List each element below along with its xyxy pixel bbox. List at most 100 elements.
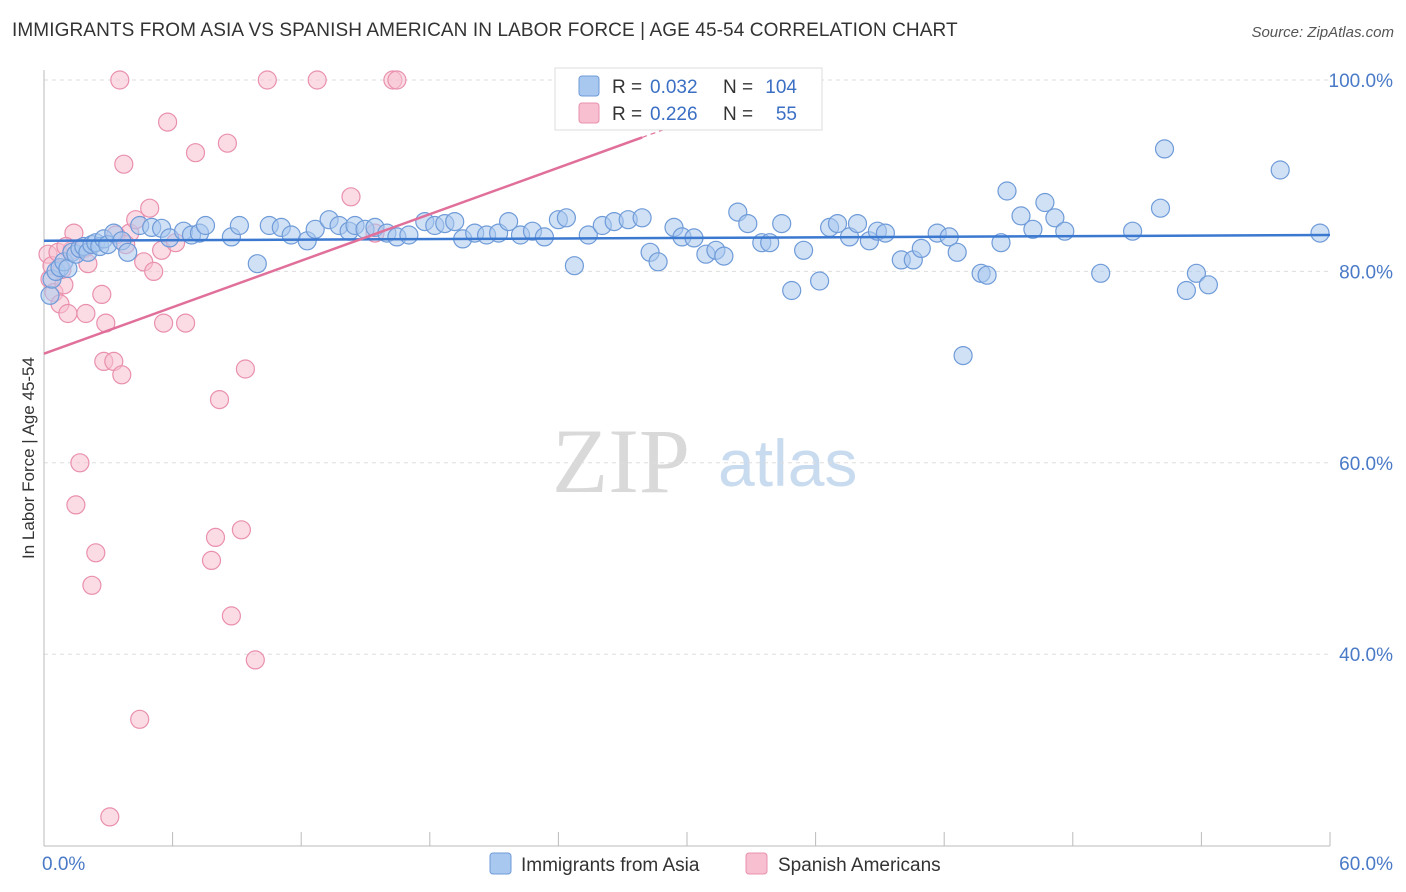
- immigrants-from-asia-point: [632, 208, 652, 228]
- legend-n-value-blue: 104: [765, 77, 797, 98]
- immigrants-from-asia-point: [827, 214, 848, 234]
- immigrants-from-asia-point: [556, 208, 577, 228]
- spanish-americans-point: [144, 261, 164, 281]
- x-tick-label-min: 0.0%: [42, 854, 85, 875]
- immigrants-from-asia-point: [997, 181, 1017, 201]
- immigrants-from-asia-point: [648, 252, 668, 272]
- spanish-americans-point: [114, 154, 134, 174]
- legend-n-value-pink: 55: [776, 104, 797, 125]
- spanish-americans-point: [201, 550, 222, 571]
- immigrants-from-asia-point: [305, 219, 325, 239]
- y-tick-label-80: 80.0%: [1339, 262, 1393, 283]
- series-legend: Immigrants from Asia Spanish Americans: [489, 852, 941, 876]
- spanish-americans-point: [387, 70, 407, 90]
- immigrants-from-asia-point: [809, 271, 830, 291]
- immigrants-from-asia-point: [399, 225, 419, 245]
- spanish-americans-point: [140, 198, 160, 218]
- legend-n-label-blue: N =: [723, 77, 753, 98]
- series-immigrants-from-asia: [40, 139, 1330, 366]
- immigrants-from-asia-point: [847, 214, 868, 234]
- immigrants-from-asia-point: [499, 212, 519, 232]
- immigrants-from-asia-point: [1035, 192, 1055, 213]
- spanish-americans-point: [257, 70, 277, 90]
- bottom-legend-label-blue: Immigrants from Asia: [521, 855, 700, 876]
- immigrants-from-asia-point: [772, 214, 792, 234]
- legend-r-value-blue: 0.032: [650, 77, 698, 98]
- spanish-americans-point: [86, 543, 106, 563]
- bottom-legend-label-pink: Spanish Americans: [778, 855, 941, 876]
- spanish-americans-point: [341, 187, 361, 207]
- spanish-americans-point: [112, 365, 132, 385]
- immigrants-from-asia-point: [738, 214, 758, 234]
- source-credit: Source: ZipAtlas.com: [1251, 24, 1394, 41]
- spanish-americans-point: [76, 303, 96, 324]
- bottom-legend-swatch-pink: [745, 852, 768, 875]
- trendline-immigrants-from-asia: [43, 233, 1331, 243]
- immigrants-from-asia-point: [445, 212, 465, 232]
- spanish-americans-point: [82, 575, 102, 595]
- spanish-americans-point: [130, 709, 150, 729]
- immigrants-from-asia-point: [911, 238, 931, 258]
- y-axis-tick-labels: 40.0% 60.0% 80.0% 100.0%: [1329, 71, 1394, 666]
- y-axis-label: In Labor Force | Age 45-54: [19, 357, 38, 559]
- x-tick-label-max: 60.0%: [1339, 854, 1393, 875]
- immigrants-from-asia-point: [991, 233, 1011, 253]
- watermark-zip: ZIP: [552, 410, 690, 512]
- immigrants-from-asia-point: [977, 265, 997, 285]
- spanish-americans-point: [58, 303, 78, 324]
- immigrants-from-asia-point: [1150, 198, 1171, 218]
- spanish-americans-point: [110, 70, 130, 90]
- immigrants-from-asia-point: [564, 256, 585, 276]
- trendline-spanish-americans: [43, 136, 643, 355]
- spanish-americans-point: [92, 284, 112, 304]
- spanish-americans-point: [245, 650, 265, 670]
- immigrants-from-asia-point: [714, 246, 734, 266]
- y-tick-label-40: 40.0%: [1339, 645, 1393, 666]
- immigrants-from-asia-point: [1055, 221, 1075, 241]
- immigrants-from-asia-point: [1176, 280, 1197, 301]
- spanish-americans-point: [217, 133, 237, 153]
- immigrants-from-asia-point: [1091, 263, 1111, 283]
- immigrants-from-asia-point: [1011, 206, 1031, 226]
- spanish-americans-point: [100, 807, 120, 827]
- spanish-americans-point: [154, 313, 174, 333]
- immigrants-from-asia-point: [1310, 223, 1330, 243]
- y-tick-label-60: 60.0%: [1339, 454, 1393, 475]
- spanish-americans-point: [231, 520, 251, 540]
- immigrants-from-asia-point: [782, 280, 802, 301]
- immigrants-from-asia-point: [953, 346, 973, 366]
- immigrants-from-asia-point: [1154, 139, 1175, 159]
- legend-n-label-pink: N =: [723, 104, 753, 125]
- series-spanish-americans: [38, 70, 407, 827]
- legend-swatch-pink: [578, 102, 600, 124]
- legend-swatch-blue: [578, 75, 600, 97]
- immigrants-from-asia-point: [1023, 219, 1043, 239]
- correlation-legend: R = 0.032 N = 104 R = 0.226 N = 55: [554, 67, 823, 131]
- immigrants-from-asia-point: [40, 285, 60, 305]
- spanish-americans-point: [158, 112, 178, 132]
- spanish-americans-point: [307, 70, 327, 90]
- immigrants-from-asia-point: [793, 240, 814, 260]
- immigrants-from-asia-point: [247, 254, 267, 274]
- immigrants-from-asia-point: [195, 215, 216, 236]
- legend-r-value-pink: 0.226: [650, 104, 698, 125]
- immigrants-from-asia-point: [1122, 221, 1143, 241]
- spanish-americans-point: [176, 313, 196, 333]
- spanish-americans-point: [185, 143, 206, 163]
- spanish-americans-point: [235, 359, 255, 379]
- spanish-americans-point: [70, 453, 90, 473]
- spanish-americans-point: [221, 606, 241, 626]
- immigrants-from-asia-point: [229, 215, 249, 236]
- legend-r-label-blue: R =: [612, 77, 642, 98]
- spanish-americans-point: [209, 390, 230, 410]
- immigrants-from-asia-point: [1270, 160, 1290, 180]
- spanish-americans-point: [66, 495, 86, 515]
- legend-r-label-pink: R =: [612, 104, 642, 125]
- immigrants-from-asia-point: [1045, 208, 1065, 228]
- y-tick-label-100: 100.0%: [1329, 71, 1394, 92]
- immigrants-from-asia-point: [118, 242, 138, 262]
- immigrants-from-asia-point: [875, 223, 896, 243]
- immigrants-from-asia-point: [281, 225, 301, 245]
- bottom-legend-swatch-blue: [489, 852, 512, 875]
